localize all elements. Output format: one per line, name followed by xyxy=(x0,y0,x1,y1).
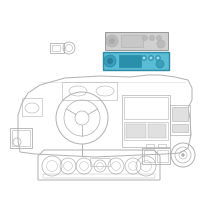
Circle shape xyxy=(107,58,113,64)
Bar xyxy=(103,52,169,70)
Bar xyxy=(43,174,155,178)
Bar xyxy=(52,45,60,51)
Circle shape xyxy=(156,36,162,40)
Bar xyxy=(121,35,143,47)
Bar xyxy=(105,32,168,50)
Bar xyxy=(50,43,64,53)
Circle shape xyxy=(157,57,159,59)
Circle shape xyxy=(156,55,160,60)
Bar xyxy=(158,144,166,148)
Bar xyxy=(12,130,30,146)
Bar xyxy=(119,55,141,67)
Bar xyxy=(126,124,146,138)
Circle shape xyxy=(104,55,116,67)
Bar xyxy=(90,158,110,166)
Bar xyxy=(142,148,170,164)
Bar xyxy=(157,150,168,162)
Circle shape xyxy=(150,57,152,59)
Bar xyxy=(144,150,155,162)
Bar xyxy=(122,95,170,147)
Bar xyxy=(124,122,168,140)
Circle shape xyxy=(109,38,115,44)
Bar xyxy=(172,124,188,132)
Bar xyxy=(22,98,42,116)
Circle shape xyxy=(142,55,146,60)
Bar xyxy=(148,124,166,138)
Bar xyxy=(124,97,168,119)
Circle shape xyxy=(143,57,145,59)
Circle shape xyxy=(157,40,165,48)
Bar xyxy=(172,107,188,121)
Bar xyxy=(10,128,32,148)
Circle shape xyxy=(182,154,184,156)
Circle shape xyxy=(106,35,118,47)
Circle shape xyxy=(156,60,164,68)
Bar xyxy=(170,105,190,135)
Bar xyxy=(62,82,117,100)
Circle shape xyxy=(150,36,154,40)
Circle shape xyxy=(142,36,148,40)
Circle shape xyxy=(148,55,154,60)
Bar xyxy=(146,144,154,148)
